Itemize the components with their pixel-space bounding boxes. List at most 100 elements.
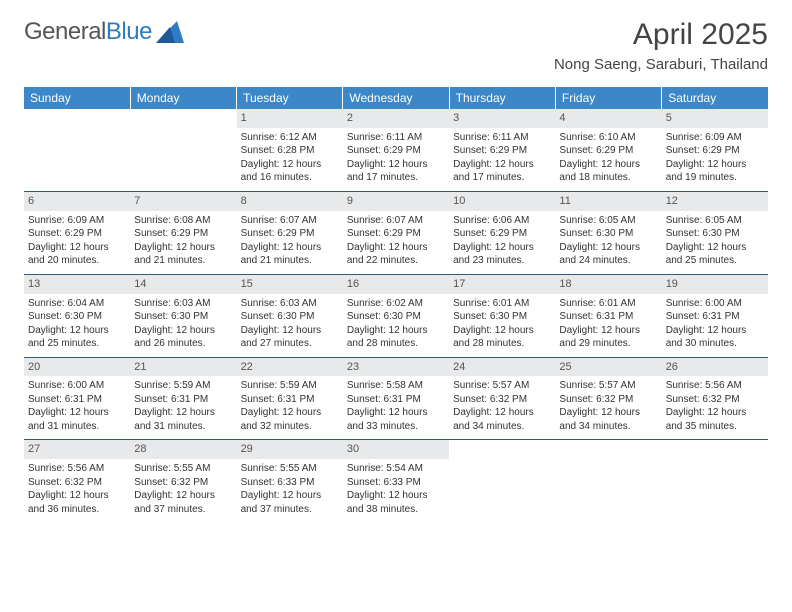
calendar-cell: 12Sunrise: 6:05 AMSunset: 6:30 PMDayligh… [662,191,768,274]
logo-part2: Blue [106,18,152,45]
day-number: 29 [237,440,343,459]
calendar-head: SundayMondayTuesdayWednesdayThursdayFrid… [24,87,768,109]
day-info-line: Sunset: 6:29 PM [347,227,445,241]
calendar-cell: 9Sunrise: 6:07 AMSunset: 6:29 PMDaylight… [343,191,449,274]
calendar-cell: 29Sunrise: 5:55 AMSunset: 6:33 PMDayligh… [237,440,343,522]
day-info-line: Sunset: 6:30 PM [666,227,764,241]
day-info-line: Daylight: 12 hours and 19 minutes. [666,158,764,185]
day-info-line: Sunrise: 6:06 AM [453,214,551,228]
day-info-line: Sunset: 6:30 PM [347,310,445,324]
day-info-line: Sunrise: 5:59 AM [241,379,339,393]
day-info-line: Sunrise: 6:03 AM [241,297,339,311]
day-info-line: Daylight: 12 hours and 23 minutes. [453,241,551,268]
day-info-line: Daylight: 12 hours and 26 minutes. [134,324,232,351]
day-number: 17 [449,275,555,294]
calendar-row: 1Sunrise: 6:12 AMSunset: 6:28 PMDaylight… [24,109,768,191]
day-info-line: Sunrise: 6:00 AM [666,297,764,311]
day-info-line: Daylight: 12 hours and 22 minutes. [347,241,445,268]
day-info-line: Sunset: 6:33 PM [347,476,445,490]
day-info-line: Sunrise: 6:02 AM [347,297,445,311]
day-info-line: Sunrise: 6:07 AM [241,214,339,228]
day-number: 13 [24,275,130,294]
day-info-line: Sunrise: 6:07 AM [347,214,445,228]
day-info-line: Sunrise: 5:54 AM [347,462,445,476]
day-number: 20 [24,358,130,377]
day-info-line: Daylight: 12 hours and 34 minutes. [559,406,657,433]
logo-text: GeneralBlue [24,18,152,46]
calendar-cell: 13Sunrise: 6:04 AMSunset: 6:30 PMDayligh… [24,274,130,357]
day-info-line: Daylight: 12 hours and 25 minutes. [28,324,126,351]
calendar-cell: 20Sunrise: 6:00 AMSunset: 6:31 PMDayligh… [24,357,130,440]
day-header: Thursday [449,87,555,109]
calendar-cell: 16 Sunrise: 6:02 AMSunset: 6:30 PMDayligh… [343,274,449,357]
calendar-cell: 8Sunrise: 6:07 AMSunset: 6:29 PMDaylight… [237,191,343,274]
day-number: 28 [130,440,236,459]
day-number: 10 [449,192,555,211]
day-header: Tuesday [237,87,343,109]
day-info-line: Sunrise: 6:01 AM [559,297,657,311]
calendar-cell: 24Sunrise: 5:57 AMSunset: 6:32 PMDayligh… [449,357,555,440]
day-info-line: Daylight: 12 hours and 21 minutes. [241,241,339,268]
day-info-line: Daylight: 12 hours and 28 minutes. [347,324,445,351]
day-info-line: Sunset: 6:32 PM [28,476,126,490]
day-info-line: Sunset: 6:33 PM [241,476,339,490]
calendar-cell [662,440,768,522]
calendar-cell: 1Sunrise: 6:12 AMSunset: 6:28 PMDaylight… [237,109,343,191]
day-info-line: Sunset: 6:29 PM [241,227,339,241]
day-info-line: Sunrise: 6:08 AM [134,214,232,228]
calendar-cell: 4Sunrise: 6:10 AMSunset: 6:29 PMDaylight… [555,109,661,191]
day-number: 11 [555,192,661,211]
calendar-table: SundayMondayTuesdayWednesdayThursdayFrid… [24,87,768,522]
calendar-cell: 21Sunrise: 5:59 AMSunset: 6:31 PMDayligh… [130,357,236,440]
day-number: 23 [343,358,449,377]
day-info-line: Sunrise: 6:09 AM [28,214,126,228]
day-info-line: Sunrise: 6:11 AM [453,131,551,145]
day-info-line: Daylight: 12 hours and 20 minutes. [28,241,126,268]
calendar-cell: 15Sunrise: 6:03 AMSunset: 6:30 PMDayligh… [237,274,343,357]
day-number: 30 [343,440,449,459]
day-info-line: Daylight: 12 hours and 35 minutes. [666,406,764,433]
calendar-cell: 14Sunrise: 6:03 AMSunset: 6:30 PMDayligh… [130,274,236,357]
day-header: Sunday [24,87,130,109]
calendar-cell: 17Sunrise: 6:01 AMSunset: 6:30 PMDayligh… [449,274,555,357]
day-info-line: Sunset: 6:32 PM [453,393,551,407]
day-info-line: Daylight: 12 hours and 25 minutes. [666,241,764,268]
day-header: Monday [130,87,236,109]
day-info-line: Sunrise: 5:55 AM [241,462,339,476]
day-info-line: Daylight: 12 hours and 34 minutes. [453,406,551,433]
day-info-line: Sunrise: 6:01 AM [453,297,551,311]
day-info-line: Daylight: 12 hours and 31 minutes. [134,406,232,433]
day-info-line: Sunrise: 6:05 AM [666,214,764,228]
day-info-line: Daylight: 12 hours and 17 minutes. [453,158,551,185]
calendar-cell: 11Sunrise: 6:05 AMSunset: 6:30 PMDayligh… [555,191,661,274]
day-number: 19 [662,275,768,294]
calendar-cell: 30Sunrise: 5:54 AMSunset: 6:33 PMDayligh… [343,440,449,522]
day-info-line: Daylight: 12 hours and 16 minutes. [241,158,339,185]
calendar-cell: 6Sunrise: 6:09 AMSunset: 6:29 PMDaylight… [24,191,130,274]
day-header: Friday [555,87,661,109]
calendar-cell [449,440,555,522]
calendar-body: 1Sunrise: 6:12 AMSunset: 6:28 PMDaylight… [24,109,768,522]
day-number: 5 [662,109,768,128]
day-info-line: Sunrise: 6:10 AM [559,131,657,145]
day-info-line: Daylight: 12 hours and 28 minutes. [453,324,551,351]
calendar-cell: 26Sunrise: 5:56 AMSunset: 6:32 PMDayligh… [662,357,768,440]
calendar-cell [555,440,661,522]
day-info-line: Sunset: 6:29 PM [134,227,232,241]
day-info-line: Sunrise: 5:56 AM [666,379,764,393]
day-header: Wednesday [343,87,449,109]
calendar-cell: 22Sunrise: 5:59 AMSunset: 6:31 PMDayligh… [237,357,343,440]
day-info-line: Sunset: 6:29 PM [559,144,657,158]
calendar-cell [24,109,130,191]
day-number: 21 [130,358,236,377]
calendar-cell: 19Sunrise: 6:00 AMSunset: 6:31 PMDayligh… [662,274,768,357]
day-info-line: Sunset: 6:28 PM [241,144,339,158]
day-info-line: Daylight: 12 hours and 32 minutes. [241,406,339,433]
day-info-line: Sunset: 6:29 PM [347,144,445,158]
day-info-line: Daylight: 12 hours and 37 minutes. [134,489,232,516]
day-number: 16 [343,275,449,294]
header: GeneralBlue April 2025 Nong Saeng, Sarab… [24,18,768,73]
day-info-line: Sunrise: 6:00 AM [28,379,126,393]
day-number: 25 [555,358,661,377]
day-number: 15 [237,275,343,294]
